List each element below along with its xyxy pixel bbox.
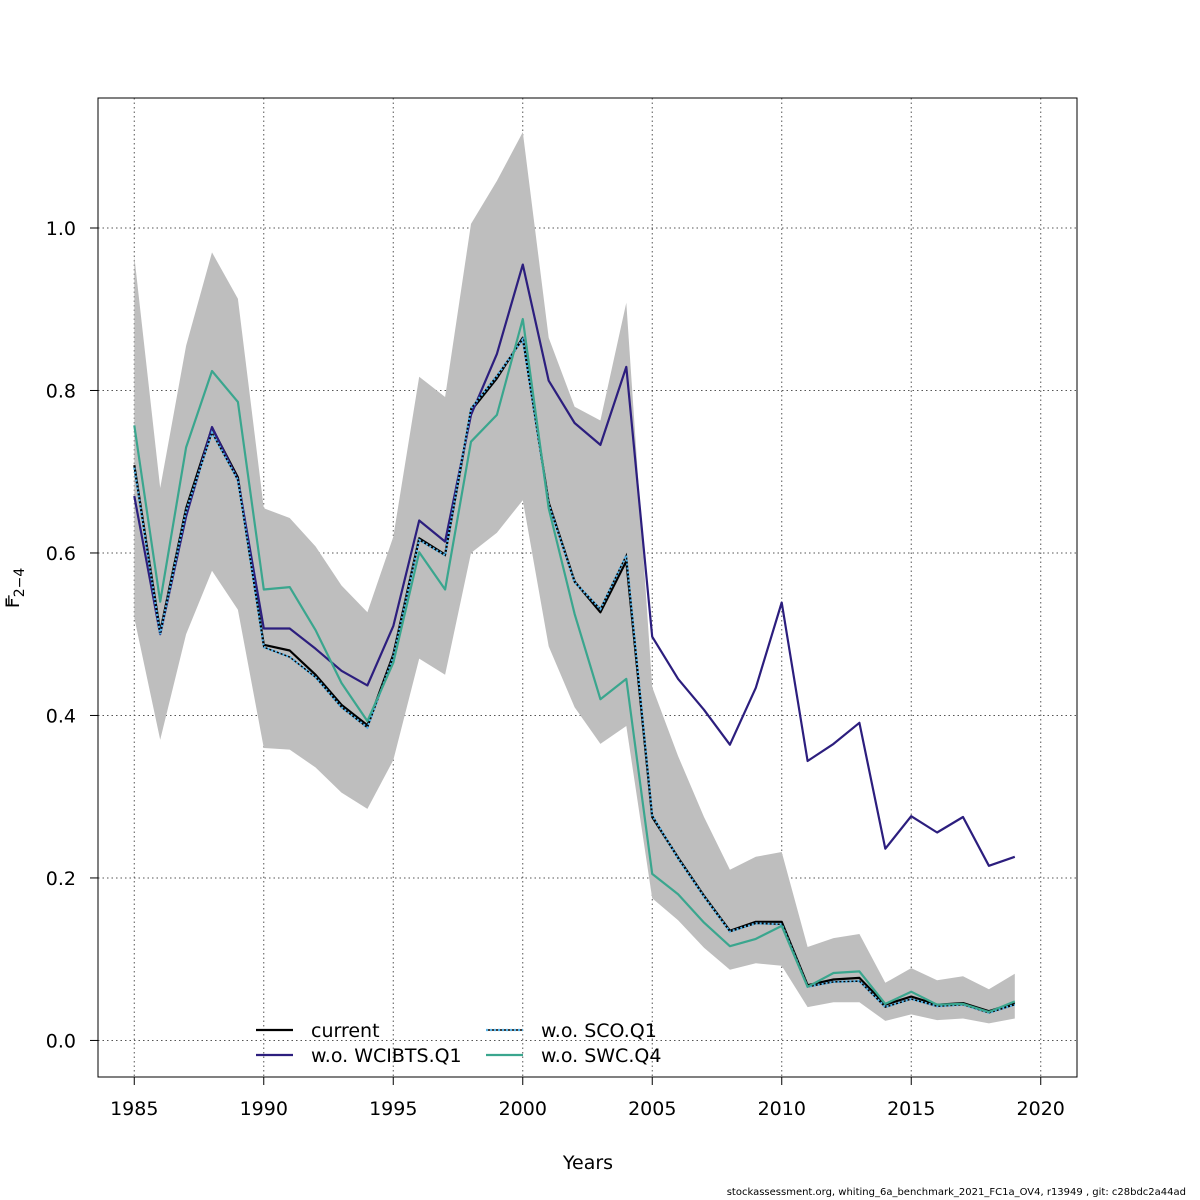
x-tick-label: 2015 [887, 1098, 935, 1120]
y-axis-title: F2−4 _ [0, 568, 28, 609]
y-tick-label: 1.0 [46, 218, 76, 240]
x-tick-label: 2010 [758, 1098, 806, 1120]
plot-frame [97, 97, 1078, 1078]
x-tick-label: 1985 [110, 1098, 158, 1120]
y-axis-title-bar: _ [0, 595, 10, 606]
axes: 1985 1990 1995 2000 2005 2010 2015 2020 0.0 0.2 0.… [46, 218, 1065, 1120]
series-line-w-o-swc-q4 [133, 317, 1016, 1014]
y-tick-label: 0.0 [46, 1030, 76, 1052]
y-axis-title-main: F [2, 597, 24, 608]
y-axis-title-subscript: 2−4 [12, 568, 28, 598]
series-line-w-o-sco-q1-base [133, 337, 1016, 1014]
y-tick-label: 0.2 [46, 868, 76, 890]
legend: current w.o. WCIBTS.Q1 w.o. SCO.Q1 w.o. SWC… [256, 1020, 661, 1067]
x-tick-label: 2000 [499, 1098, 547, 1120]
x-tick-label: 2005 [628, 1098, 676, 1120]
y-tick-label: 0.8 [46, 380, 76, 402]
x-tick-label: 1995 [369, 1098, 417, 1120]
legend-label-w-o-sco-q1: w.o. SCO.Q1 [541, 1020, 657, 1042]
y-tick-label: 0.4 [46, 705, 76, 727]
legend-label-w-o-wcibts-q1: w.o. WCIBTS.Q1 [311, 1045, 462, 1067]
legend-label-w-o-swc-q4: w.o. SWC.Q4 [541, 1045, 661, 1067]
svg-text:F2−4: F2−4 [2, 568, 28, 609]
y-tick-label: 0.6 [46, 543, 76, 565]
series-layer [133, 263, 1016, 1014]
legend-label-current: current [311, 1020, 380, 1042]
x-axis-title: Years [562, 1152, 613, 1174]
footer-caption: stockassessment.org, whiting_6a_benchmar… [726, 1187, 1186, 1198]
series-line-w-o-wcibts-q1 [133, 263, 1016, 867]
x-tick-label: 1990 [240, 1098, 288, 1120]
x-tick-label: 2020 [1017, 1098, 1065, 1120]
